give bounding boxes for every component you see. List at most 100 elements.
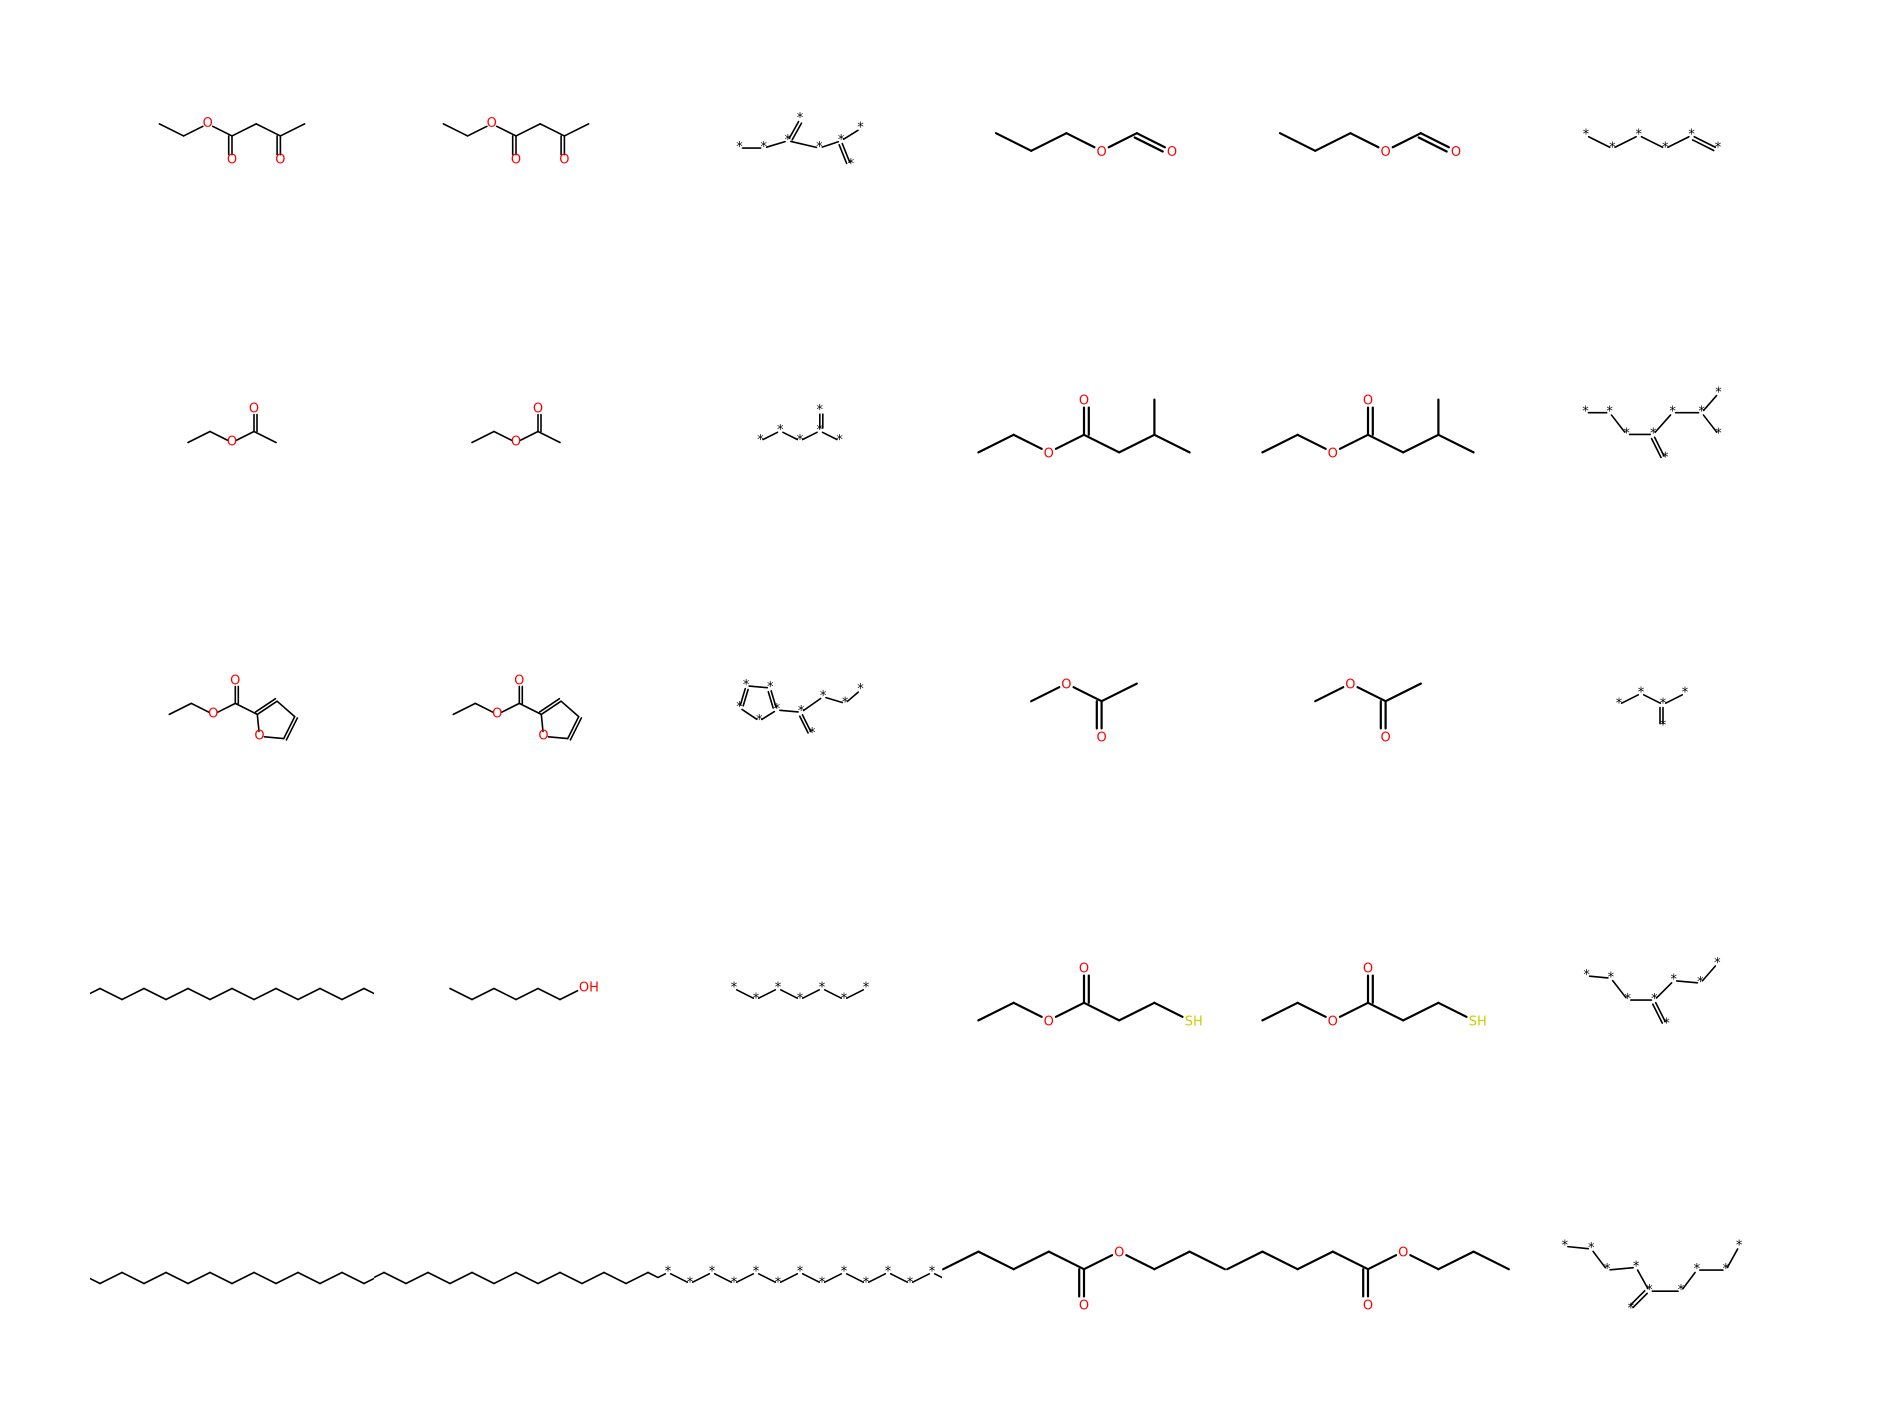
- atom-label: O: [492, 707, 502, 722]
- dummy-atom-label: *: [767, 680, 774, 695]
- dummy-atom-label: *: [1651, 992, 1658, 1007]
- single-bond: [1726, 1248, 1739, 1269]
- single-bond: [165, 987, 189, 1001]
- single-bond: [121, 1271, 145, 1285]
- single-bond: [845, 989, 865, 999]
- single-bond: [537, 430, 561, 444]
- molecule-cell: O O O: [90, 0, 374, 284]
- molecule-structure: * * * * * * * * * *: [1562, 1238, 1743, 1316]
- dummy-atom-label: *: [687, 1276, 694, 1291]
- dummy-atom-label: *: [1671, 973, 1678, 988]
- atom-label: O: [533, 402, 543, 417]
- single-bond: [802, 697, 822, 712]
- single-bond: [790, 140, 818, 149]
- molecule-cell: * * * * * * * * * *: [1510, 1136, 1794, 1420]
- molecule-structure: OH: [374, 1271, 658, 1285]
- single-bond: [658, 1273, 667, 1279]
- dummy-atom-label: *: [1715, 385, 1722, 400]
- single-bond: [779, 709, 799, 713]
- single-bond: [1567, 1245, 1590, 1250]
- molecule-structure: O O O: [168, 674, 299, 744]
- dummy-atom-label: *: [731, 981, 738, 996]
- single-bond: [235, 430, 255, 442]
- dummy-atom-label: *: [774, 702, 781, 717]
- molecule-cell: * * * * * * *: [658, 852, 942, 1136]
- single-bond: [319, 1271, 343, 1285]
- single-bond: [1611, 979, 1627, 999]
- single-bond: [190, 702, 210, 713]
- single-bond: [1588, 975, 1609, 979]
- molecule-structure: O O SH: [977, 962, 1203, 1029]
- single-bond: [1278, 132, 1317, 152]
- single-bond: [363, 1277, 374, 1285]
- single-bond: [757, 989, 777, 999]
- double-bond: [540, 700, 562, 716]
- single-bond: [1082, 433, 1121, 454]
- single-bond: [1640, 135, 1664, 149]
- single-bond: [1030, 132, 1068, 152]
- dummy-atom-label: *: [1662, 141, 1669, 156]
- single-bond: [1100, 682, 1138, 703]
- dummy-atom-label: *: [1609, 141, 1616, 156]
- single-bond: [669, 1273, 689, 1283]
- single-bond: [977, 1250, 1015, 1271]
- single-bond: [471, 430, 495, 444]
- dummy-atom-label: *: [797, 1265, 804, 1280]
- dummy-atom-label: *: [1588, 1241, 1595, 1256]
- dummy-atom-label: *: [842, 695, 849, 710]
- single-bond: [216, 702, 237, 713]
- single-bond: [1701, 965, 1717, 982]
- dummy-atom-label: *: [863, 981, 870, 996]
- single-bond: [165, 1271, 189, 1285]
- single-bond: [452, 702, 477, 716]
- single-bond: [341, 987, 365, 1001]
- single-bond: [1118, 433, 1156, 454]
- dummy-atom-label: *: [841, 992, 848, 1007]
- single-bond: [537, 987, 561, 1001]
- atom-label: O: [230, 674, 240, 689]
- molecule-cell: O O O: [374, 0, 658, 284]
- atom-label: O: [1328, 1014, 1338, 1029]
- molecule-structure: O O O: [158, 116, 306, 167]
- single-bond: [518, 702, 543, 716]
- single-bond: [1261, 1001, 1299, 1022]
- molecule-structure: * * * * * *: [1583, 127, 1722, 156]
- dummy-atom-label: *: [797, 992, 804, 1007]
- dummy-atom-label: *: [1633, 1259, 1640, 1274]
- atom-label: O: [538, 729, 548, 744]
- dummy-atom-label: *: [857, 682, 864, 697]
- dummy-atom-label: *: [798, 704, 805, 719]
- molecule-cell: * * * * * * * * * *: [658, 568, 942, 852]
- double-bond: [767, 690, 774, 709]
- molecule-cell: * * * * *: [1510, 568, 1794, 852]
- single-bond: [846, 691, 860, 703]
- atom-label: O: [227, 152, 237, 167]
- double-bond: [285, 717, 299, 741]
- double-bond: [770, 690, 777, 708]
- dummy-atom-label: *: [1723, 1262, 1730, 1277]
- double-bond: [566, 715, 580, 740]
- atom-label: O: [559, 152, 569, 167]
- single-bond: [765, 140, 786, 148]
- double-bond: [1632, 1292, 1649, 1309]
- single-bond: [539, 123, 566, 137]
- single-bond: [341, 1271, 365, 1285]
- single-bond: [1702, 414, 1718, 433]
- single-bond: [253, 430, 277, 444]
- single-bond: [1296, 1250, 1334, 1271]
- atom-label: O: [511, 152, 521, 167]
- single-bond: [1437, 433, 1475, 454]
- single-bond: [493, 430, 513, 442]
- double-bond: [254, 697, 277, 713]
- single-bond: [1610, 414, 1626, 433]
- single-bond: [182, 125, 204, 137]
- double-bond: [1654, 1001, 1666, 1023]
- dummy-atom-label: *: [1697, 975, 1704, 990]
- double-bond: [282, 715, 296, 740]
- double-bond: [791, 122, 803, 141]
- double-bond: [788, 120, 800, 139]
- single-bond: [1331, 1250, 1370, 1271]
